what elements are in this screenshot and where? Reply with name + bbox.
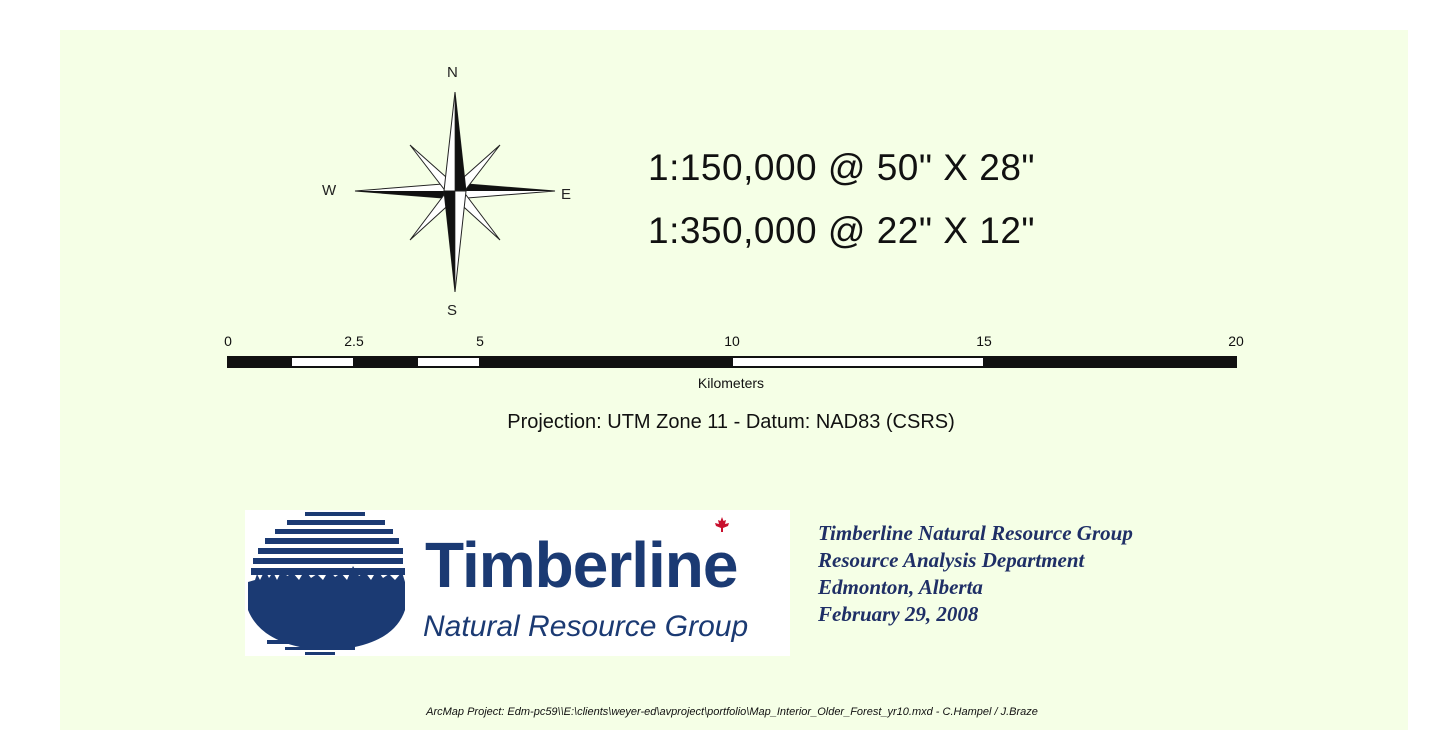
scale-bar-tick-label: 15: [976, 333, 992, 349]
scale-bar-tick-label: 2.5: [344, 333, 364, 349]
logo-wordmark: Timberline: [425, 529, 738, 601]
organization-location: Edmonton, Alberta: [818, 575, 983, 599]
compass-east-label: E: [561, 186, 572, 203]
scale-text-line-1: 1:150,000 @ 50" X 28": [648, 147, 1036, 188]
scale-bar-segment: [290, 356, 355, 368]
scale-text-line-2: 1:350,000 @ 22" X 12": [648, 210, 1036, 251]
project-path-footer: ArcMap Project: Edm-pc59\\E:\clients\wey…: [426, 706, 1038, 718]
compass-west-label: W: [322, 182, 337, 199]
scale-bar-tick-label: 20: [1228, 333, 1244, 349]
north-arrow-icon: [354, 91, 556, 293]
scale-bar-tick-label: 5: [476, 333, 484, 349]
compass-north-label: N: [447, 64, 458, 81]
organization-date: February 29, 2008: [818, 602, 979, 626]
organization-department: Resource Analysis Department: [818, 548, 1085, 572]
organization-block: Timberline Natural Resource Group Resour…: [818, 520, 1133, 628]
forest-globe-icon: [248, 512, 405, 655]
scale-bar-segment: [353, 356, 418, 368]
scale-bar-tick-label: 0: [224, 333, 232, 349]
compass-south-label: S: [447, 302, 458, 319]
timberline-logo: Timberline Natural Resource Group: [245, 510, 790, 656]
scale-bar-segment: [416, 356, 481, 368]
organization-name: Timberline Natural Resource Group: [818, 521, 1133, 545]
maple-leaf-icon: [715, 517, 729, 532]
scale-bar-units: Kilometers: [697, 375, 765, 391]
scale-bar-segment: [983, 356, 1237, 368]
scale-bar-segment: [479, 356, 733, 368]
scale-bar-segment: [731, 356, 985, 368]
scale-bar-tick-label: 10: [724, 333, 740, 349]
projection-text: Projection: UTM Zone 11 - Datum: NAD83 (…: [507, 411, 955, 433]
scale-bar-segment: [227, 356, 292, 368]
logo-tagline: Natural Resource Group: [423, 610, 749, 643]
